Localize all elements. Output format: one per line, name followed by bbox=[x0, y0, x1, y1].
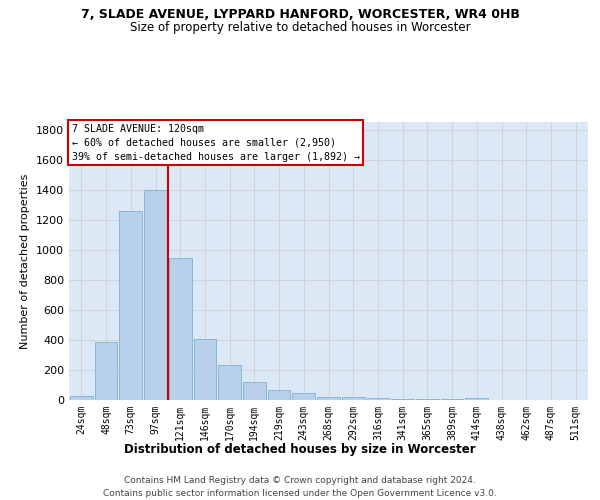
Bar bbox=[367, 398, 389, 400]
Bar bbox=[317, 397, 340, 400]
Bar bbox=[218, 365, 241, 400]
Bar bbox=[441, 399, 463, 400]
Bar bbox=[243, 382, 266, 400]
Text: Contains HM Land Registry data © Crown copyright and database right 2024.: Contains HM Land Registry data © Crown c… bbox=[124, 476, 476, 485]
Bar bbox=[144, 190, 167, 400]
Text: Contains public sector information licensed under the Open Government Licence v3: Contains public sector information licen… bbox=[103, 489, 497, 498]
Bar bbox=[70, 396, 93, 400]
Bar bbox=[169, 258, 191, 400]
Bar bbox=[391, 399, 414, 400]
Y-axis label: Number of detached properties: Number of detached properties bbox=[20, 174, 31, 349]
Bar bbox=[95, 342, 118, 400]
Text: 7 SLADE AVENUE: 120sqm
← 60% of detached houses are smaller (2,950)
39% of semi-: 7 SLADE AVENUE: 120sqm ← 60% of detached… bbox=[71, 124, 359, 162]
Bar bbox=[416, 399, 439, 400]
Bar bbox=[292, 393, 315, 400]
Bar bbox=[466, 398, 488, 400]
Text: Size of property relative to detached houses in Worcester: Size of property relative to detached ho… bbox=[130, 21, 470, 34]
Bar bbox=[194, 338, 216, 400]
Text: 7, SLADE AVENUE, LYPPARD HANFORD, WORCESTER, WR4 0HB: 7, SLADE AVENUE, LYPPARD HANFORD, WORCES… bbox=[80, 8, 520, 20]
Bar bbox=[342, 397, 365, 400]
Bar bbox=[268, 390, 290, 400]
Bar bbox=[119, 211, 142, 400]
Text: Distribution of detached houses by size in Worcester: Distribution of detached houses by size … bbox=[124, 442, 476, 456]
